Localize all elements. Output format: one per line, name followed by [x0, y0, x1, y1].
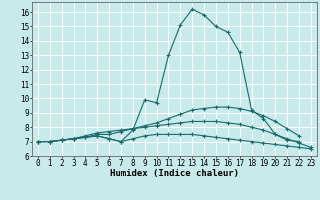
X-axis label: Humidex (Indice chaleur): Humidex (Indice chaleur) — [110, 169, 239, 178]
